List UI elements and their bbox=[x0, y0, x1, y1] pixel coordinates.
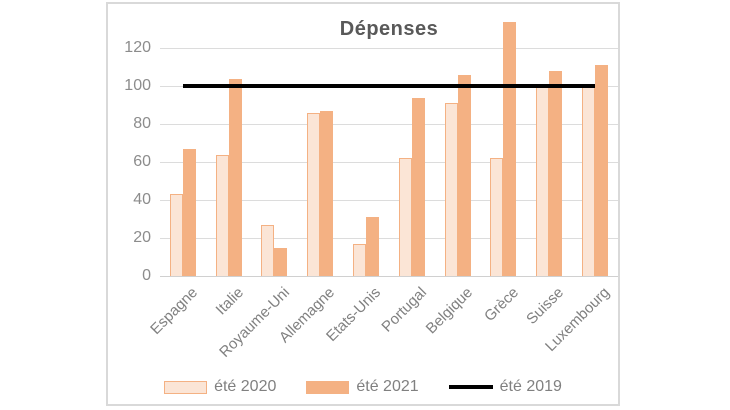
y-axis-tick-label: 40 bbox=[133, 191, 151, 209]
y-axis-tick-label: 60 bbox=[133, 153, 151, 171]
bar-été-2020 bbox=[398, 158, 412, 276]
bar-été-2021 bbox=[320, 111, 334, 276]
legend-swatch-été-2019 bbox=[448, 385, 493, 389]
gridline-y-120 bbox=[160, 48, 618, 50]
x-axis-category-label: Italie bbox=[212, 284, 247, 319]
plot-area: 0 20 40 60 80 100 120 Espagne Italie Royaume-Uni A… bbox=[124, 16, 618, 361]
x-axis-category-label: Espagne bbox=[147, 284, 201, 338]
bar-été-2021 bbox=[182, 149, 196, 276]
legend-label: été 2021 bbox=[356, 378, 419, 395]
bar-group-luxembourg bbox=[572, 65, 618, 276]
bar-été-2021 bbox=[366, 217, 380, 276]
y-axis-tick-label: 80 bbox=[133, 115, 151, 133]
bar-group-italie bbox=[206, 79, 252, 276]
gridline-y-0 bbox=[160, 276, 618, 277]
bar-été-2020 bbox=[536, 86, 550, 276]
x-axis-category-label: Luxembourg bbox=[542, 284, 614, 355]
gridline-y-60 bbox=[160, 162, 618, 164]
bar-été-2020 bbox=[307, 113, 321, 276]
bar-group-allemagne bbox=[297, 111, 343, 276]
x-axis-category-label: Portugal bbox=[378, 284, 430, 336]
bar-group-royaume-uni bbox=[252, 225, 298, 276]
bar-été-2021 bbox=[411, 98, 425, 276]
bar-group-suisse bbox=[526, 71, 572, 276]
bar-été-2021 bbox=[595, 65, 609, 276]
bar-été-2020 bbox=[582, 86, 596, 276]
bar-group-belgique bbox=[435, 75, 481, 276]
bar-été-2020 bbox=[169, 194, 183, 276]
bar-été-2021 bbox=[274, 248, 288, 276]
bar-été-2021 bbox=[503, 22, 517, 276]
bar-été-2020 bbox=[353, 244, 367, 276]
bar-été-2020 bbox=[261, 225, 275, 276]
legend-label: été 2020 bbox=[214, 378, 277, 395]
legend-item-été-2021: été 2021 bbox=[306, 378, 419, 396]
bar-group-grèce bbox=[481, 22, 527, 276]
bar-été-2020 bbox=[490, 158, 504, 276]
legend-swatch-été-2020 bbox=[164, 380, 208, 394]
bar-été-2020 bbox=[215, 155, 229, 276]
bar-été-2021 bbox=[549, 71, 563, 276]
chart-container: Dépenses 0 20 40 60 80 100 120 Espagne Italie Roy… bbox=[106, 2, 620, 406]
legend-item-été-2020: été 2020 bbox=[164, 378, 276, 396]
y-axis-tick-label: 100 bbox=[124, 77, 151, 95]
bar-été-2021 bbox=[457, 75, 471, 276]
bar-group-espagne bbox=[160, 149, 206, 276]
y-axis-tick-label: 20 bbox=[133, 229, 151, 247]
bar-été-2021 bbox=[228, 79, 242, 276]
legend-label: été 2019 bbox=[499, 378, 562, 395]
legend: été 2020 été 2021 été 2019 bbox=[108, 378, 618, 396]
bar-été-2020 bbox=[444, 103, 458, 276]
gridline-y-20 bbox=[160, 238, 618, 240]
y-axis-tick-label: 120 bbox=[124, 39, 151, 57]
x-axis-category-label: Belgique bbox=[422, 284, 476, 338]
gridline-y-40 bbox=[160, 200, 618, 202]
legend-item-été-2019: été 2019 bbox=[448, 378, 562, 396]
bar-group-portugal bbox=[389, 98, 435, 276]
legend-swatch-été-2021 bbox=[306, 380, 350, 394]
bar-group-etats-unis bbox=[343, 217, 389, 276]
reference-line-été-2019 bbox=[182, 84, 596, 89]
y-axis-tick-label: 0 bbox=[142, 267, 151, 284]
gridline-y-80 bbox=[160, 124, 618, 126]
